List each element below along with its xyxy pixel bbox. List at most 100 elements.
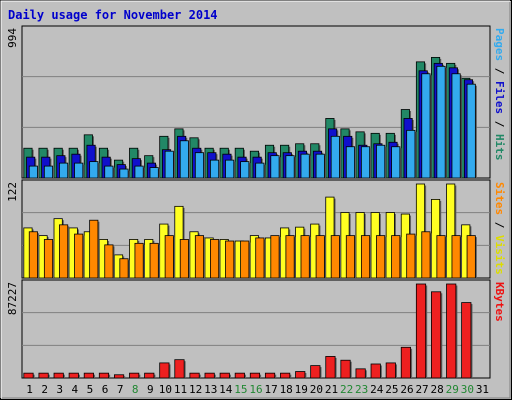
legend-entry: / [493,61,506,81]
bar-sites [421,231,431,279]
x-tick-label: 29 [446,383,459,396]
bar-kbytes [23,372,34,379]
x-tick-label: 9 [147,383,154,396]
bar-pages [164,150,174,179]
bar-pages [421,73,431,179]
x-tick-label: 15 [234,383,247,396]
bar-pages [104,165,114,179]
bar-sites [104,244,114,279]
bar-kbytes [219,372,230,379]
bar-sites [466,235,476,279]
x-tick-label: 16 [249,383,262,396]
bar-sites [164,235,174,279]
bar-kbytes [310,365,321,379]
y-axis-max-label: 122 [6,182,19,202]
bar-pages [451,73,461,179]
bar-kbytes [264,372,276,379]
bar-pages [466,83,476,179]
bar-kbytes [38,372,49,379]
panel-kbytes: 87227 KBytes [6,279,506,379]
bar-pages [149,167,159,179]
bar-sites [285,235,295,279]
bar-sites [194,235,205,279]
bar-pages [270,155,280,179]
bar-sites [28,231,38,279]
x-tick-label: 13 [204,383,217,396]
bar-sites [345,235,355,279]
bar-kbytes [280,372,291,379]
bar-kbytes [113,374,125,379]
bar-pages [436,65,446,179]
series-kbytes [23,283,473,379]
x-tick-label: 5 [87,383,94,396]
bar-sites [210,239,220,279]
legend-entry: Pages [493,28,506,61]
x-tick-label: 30 [461,383,474,396]
bar-sites [74,233,84,279]
bar-kbytes [355,368,366,379]
bar-pages [43,165,54,179]
bar-kbytes [295,371,306,379]
bar-pages [225,159,235,179]
x-tick-label: 14 [219,383,233,396]
bar-kbytes [249,372,261,379]
legend-entry: Sites [493,182,506,215]
bar-sites [376,235,386,279]
bar-kbytes [446,283,457,379]
x-tick-label: 23 [355,383,368,396]
legend-entry: KBytes [493,282,506,322]
bar-kbytes [461,302,472,379]
x-axis-labels: 1 2 3 4 5 6 7 8 9 10 11 12 13 14 15 16 17 18 19 20 21 22 23 24 2… [26,383,489,396]
x-tick-label: 3 [56,383,63,396]
bar-pages [391,146,401,179]
bar-pages [210,159,220,179]
bar-kbytes [370,363,381,379]
bar-kbytes [68,372,79,379]
x-tick-label: 26 [400,383,413,396]
bar-sites [315,235,325,279]
x-tick-label: 20 [310,383,323,396]
bar-pages [345,146,355,179]
bar-kbytes [340,359,351,379]
bar-sites [179,239,189,279]
bar-pages [134,165,144,179]
bar-sites [360,235,371,279]
bar-kbytes [159,362,170,379]
bar-sites [406,233,416,279]
bar-pages [255,162,265,179]
x-tick-label: 4 [72,383,79,396]
panel-legend-label: Pages / Files / Hits [493,28,506,161]
series-pages [28,65,477,179]
bar-sites [119,258,129,279]
bar-pages [315,153,325,179]
bar-pages [360,146,371,179]
bar-kbytes [385,362,396,379]
bar-kbytes [234,372,245,379]
bar-sites [255,237,265,279]
bar-sites [270,235,280,279]
bar-pages [74,162,84,179]
bar-kbytes [325,356,336,379]
bar-sites [391,235,401,279]
series-sites [28,219,477,279]
bar-pages [406,129,416,179]
bar-kbytes [431,291,442,379]
y-axis-max-label: 87227 [6,282,19,315]
x-tick-label: 18 [280,383,293,396]
bar-sites [89,219,99,279]
bar-pages [28,165,38,179]
x-tick-label: 12 [189,383,202,396]
x-tick-label: 21 [325,383,338,396]
bar-pages [300,153,310,179]
panel-visits: 122 Sites / Visits [6,179,506,279]
x-tick-label: 2 [41,383,48,396]
x-tick-label: 10 [159,383,172,396]
x-tick-label: 24 [370,383,384,396]
bar-pages [376,144,386,179]
x-tick-label: 25 [385,383,398,396]
bar-pages [330,135,340,179]
bar-pages [59,162,69,179]
x-tick-label: 31 [476,383,489,396]
